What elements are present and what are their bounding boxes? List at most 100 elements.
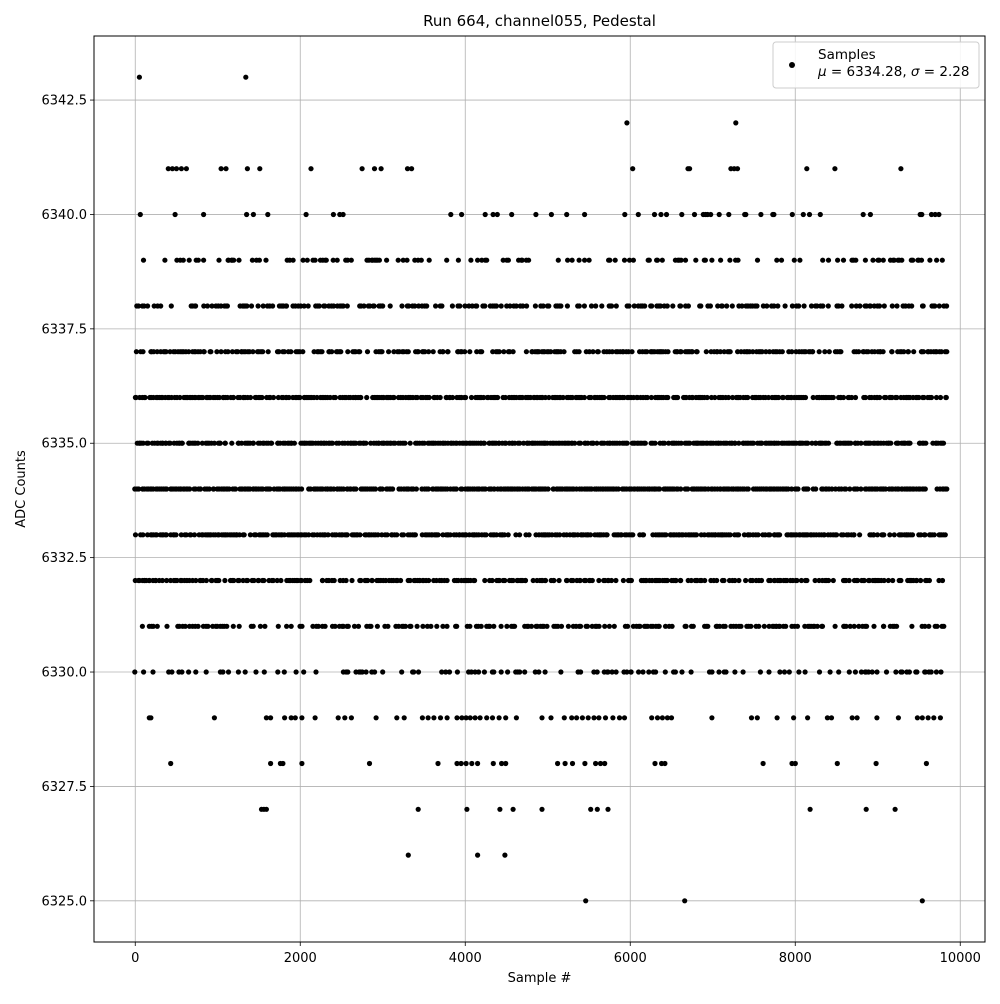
- data-point: [244, 303, 250, 309]
- data-point: [395, 257, 401, 263]
- data-point: [519, 257, 525, 263]
- data-point: [261, 577, 267, 584]
- data-point: [602, 715, 609, 721]
- data-point: [622, 211, 628, 218]
- data-point: [223, 166, 229, 172]
- data-point: [468, 257, 474, 263]
- data-point: [570, 577, 576, 584]
- data-point: [183, 166, 189, 172]
- data-point: [482, 486, 488, 492]
- data-point: [548, 211, 555, 218]
- data-point: [201, 211, 207, 218]
- data-point: [481, 669, 487, 675]
- data-point: [814, 303, 820, 309]
- x-tick-label: 2000: [284, 951, 317, 966]
- data-point: [656, 623, 662, 629]
- data-point: [539, 806, 545, 812]
- data-point: [312, 257, 318, 263]
- data-point: [750, 440, 757, 446]
- data-point: [800, 211, 806, 218]
- data-point: [797, 257, 803, 263]
- data-point: [306, 532, 312, 538]
- data-point: [179, 440, 185, 446]
- data-point: [925, 715, 931, 721]
- data-point: [712, 394, 718, 401]
- data-point: [267, 486, 273, 492]
- data-point: [778, 257, 785, 263]
- data-point: [177, 394, 183, 401]
- data-point: [662, 760, 668, 767]
- data-point: [756, 623, 762, 629]
- data-point: [342, 715, 348, 721]
- data-point: [371, 166, 378, 172]
- data-point: [496, 577, 503, 584]
- data-point: [933, 394, 940, 401]
- data-point: [928, 669, 934, 675]
- data-point: [283, 303, 290, 309]
- data-point: [939, 577, 946, 584]
- data-point: [584, 623, 591, 629]
- data-point: [415, 669, 422, 675]
- data-point: [880, 349, 886, 355]
- data-point: [590, 349, 596, 355]
- data-point: [613, 577, 619, 584]
- data-point: [159, 577, 165, 584]
- data-point: [211, 486, 217, 492]
- data-point: [539, 715, 545, 721]
- data-point: [433, 303, 439, 309]
- data-point: [615, 486, 622, 492]
- data-point: [491, 623, 497, 629]
- data-point: [239, 440, 245, 446]
- data-point: [649, 303, 655, 309]
- data-point: [939, 257, 945, 263]
- data-point: [523, 349, 530, 355]
- data-point: [578, 669, 584, 675]
- data-point: [745, 394, 751, 401]
- data-point: [588, 806, 594, 812]
- data-point: [835, 257, 841, 263]
- data-point: [836, 669, 842, 675]
- data-point: [305, 303, 311, 309]
- data-point: [909, 623, 915, 629]
- data-point: [594, 440, 600, 446]
- data-point: [454, 760, 460, 767]
- data-point: [748, 623, 754, 629]
- data-point: [222, 577, 228, 584]
- legend-mu-value: = 6334.28,: [827, 64, 911, 80]
- data-point: [368, 623, 374, 629]
- data-point: [530, 577, 536, 584]
- data-point: [565, 623, 572, 629]
- data-point: [474, 303, 480, 309]
- data-point: [322, 303, 328, 309]
- data-point: [415, 806, 421, 812]
- data-point: [437, 715, 444, 721]
- data-point: [757, 669, 764, 675]
- data-point: [942, 532, 948, 538]
- data-point: [498, 303, 504, 309]
- data-point: [379, 486, 385, 492]
- data-point: [195, 257, 201, 263]
- data-point: [813, 486, 819, 492]
- data-point: [455, 257, 461, 263]
- data-point: [493, 303, 500, 309]
- data-point: [894, 394, 900, 401]
- data-point: [578, 623, 584, 629]
- data-point: [503, 760, 509, 767]
- data-point: [723, 669, 729, 675]
- data-point: [517, 532, 523, 538]
- data-point: [828, 715, 835, 721]
- data-point: [308, 166, 314, 172]
- data-point: [926, 623, 932, 629]
- data-point: [730, 394, 736, 401]
- data-point: [805, 486, 811, 492]
- data-point: [164, 486, 170, 492]
- data-point: [546, 303, 552, 309]
- data-point: [848, 440, 854, 446]
- data-point: [482, 577, 488, 584]
- data-point: [944, 486, 950, 492]
- data-point: [758, 211, 764, 218]
- data-point: [743, 577, 749, 584]
- data-point: [805, 440, 811, 446]
- data-point: [766, 349, 773, 355]
- data-point: [625, 623, 631, 629]
